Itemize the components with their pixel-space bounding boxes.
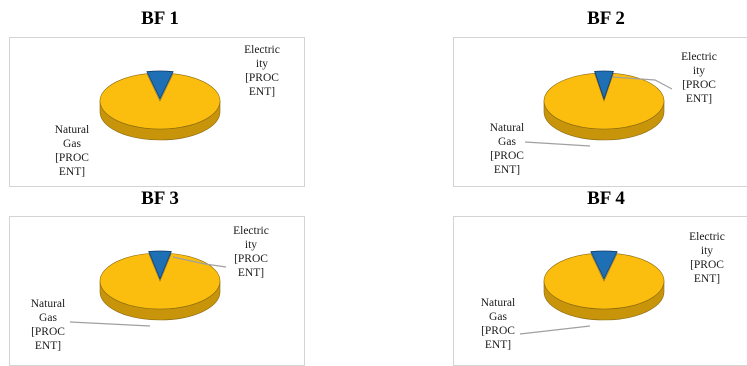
bf4-electricity-slice	[590, 250, 618, 280]
bf1-natural-gas-slice	[99, 73, 221, 130]
bf2-electricity-leader	[612, 76, 673, 90]
bf3-electricity-label: Electric ity [PROC ENT]	[233, 225, 269, 279]
bf4-electricity-label: Electric ity [PROC ENT]	[689, 231, 725, 285]
bf3-electricity-slice	[148, 250, 172, 281]
chart-title-bf3: BF 3	[141, 188, 179, 209]
bf3-natural-gas-label: Natural Gas [PROC ENT]	[30, 298, 66, 352]
chart-title-bf4: BF 4	[587, 188, 625, 209]
chart-title-bf1: BF 1	[141, 8, 179, 29]
bf2-electricity-label: Electric ity [PROC ENT]	[681, 51, 717, 105]
bf1-electricity-label: Electric ity [PROC ENT]	[244, 44, 280, 98]
bf4-natural-gas-slice	[543, 253, 665, 310]
bf3-natural-gas-slice	[99, 253, 221, 310]
bf2-natural-gas-label: Natural Gas [PROC ENT]	[489, 122, 525, 176]
bf4-natural-gas-label: Natural Gas [PROC ENT]	[480, 297, 516, 351]
bf3-natural-gas-leader	[69, 321, 151, 327]
bf4-natural-gas-leader	[519, 325, 591, 335]
bf1-natural-gas-label: Natural Gas [PROC ENT]	[54, 124, 90, 178]
chart-title-bf2: BF 2	[587, 8, 625, 29]
bf2-electricity-slice	[594, 70, 614, 101]
bf1-electricity-slice	[146, 70, 174, 100]
bf3-electricity-leader	[172, 256, 227, 268]
bf2-natural-gas-slice	[543, 73, 665, 130]
bf2-natural-gas-leader	[524, 141, 591, 147]
